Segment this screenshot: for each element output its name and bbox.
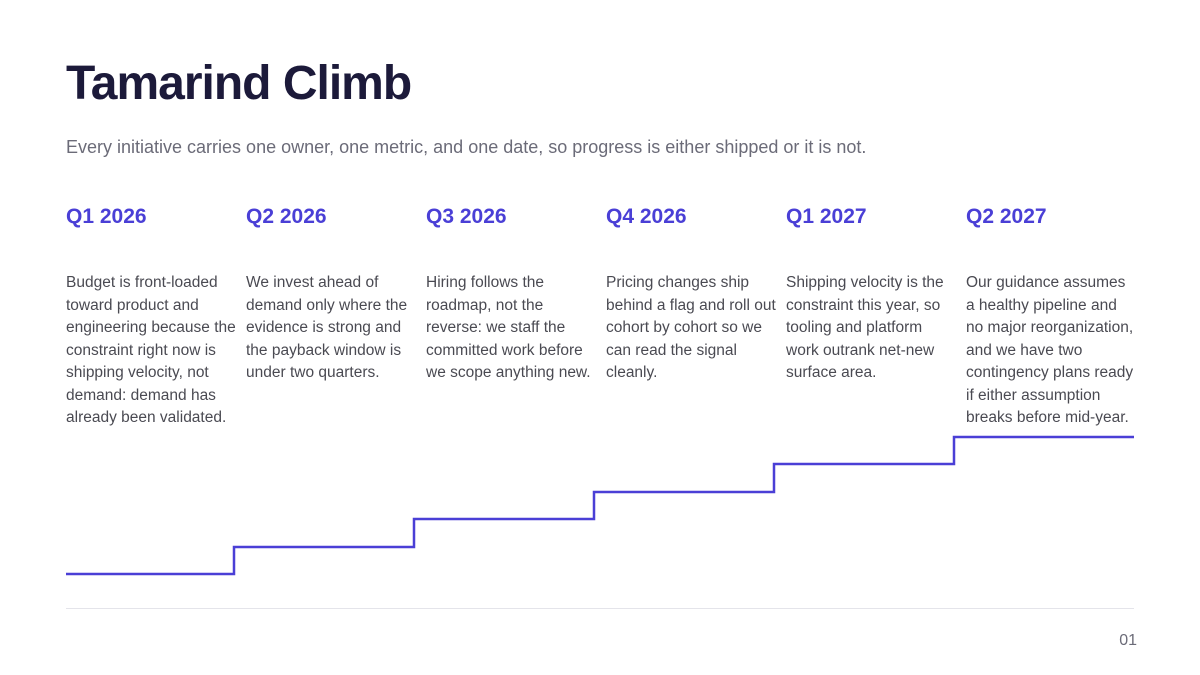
phase-label: Q4 2026 (606, 205, 687, 228)
slide-subtitle: Every initiative carries one owner, one … (66, 137, 867, 157)
phase-description: We invest ahead of demand only where the… (246, 274, 408, 382)
phase-label: Q1 2027 (786, 205, 867, 228)
slide-title: Tamarind Climb (66, 57, 412, 110)
phase-q1-2027: Q1 2027 Shipping velocity is the constra… (786, 204, 958, 385)
phase-description: Shipping velocity is the constraint this… (786, 274, 944, 382)
phase-description: Our guidance assumes a healthy pipeline … (966, 274, 1134, 427)
page-number: 01 (1119, 632, 1137, 649)
phase-q1-2026: Q1 2026 Budget is front-loaded toward pr… (66, 204, 238, 430)
phase-description: Budget is front-loaded toward product an… (66, 274, 236, 427)
phase-q2-2027: Q2 2027 Our guidance assumes a healthy p… (966, 204, 1138, 430)
phase-description: Pricing changes ship behind a flag and r… (606, 274, 776, 382)
footer-divider (66, 608, 1134, 609)
phase-q2-2026: Q2 2026 We invest ahead of demand only w… (246, 204, 418, 385)
phase-description: Hiring follows the roadmap, not the reve… (426, 274, 591, 382)
phase-q3-2026: Q3 2026 Hiring follows the roadmap, not … (426, 204, 598, 385)
phase-label: Q3 2026 (426, 205, 507, 228)
phase-label: Q1 2026 (66, 205, 147, 228)
phase-label: Q2 2027 (966, 205, 1047, 228)
phase-label: Q2 2026 (246, 205, 327, 228)
phase-q4-2026: Q4 2026 Pricing changes ship behind a fl… (606, 204, 778, 385)
